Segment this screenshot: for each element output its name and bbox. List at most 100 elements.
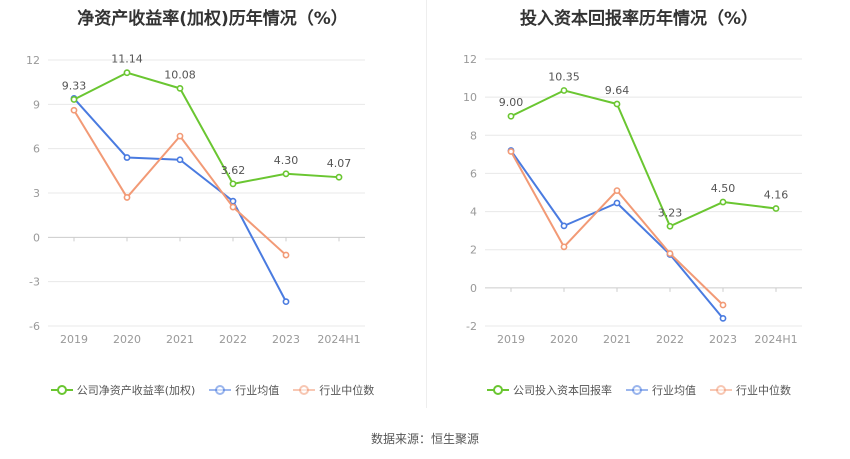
x-tick-label: 2023 xyxy=(272,333,300,346)
legend-item-company[interactable]: 公司投入资本回报率 xyxy=(487,382,612,398)
roe-plot-area: 12 9 6 3 0 -3 -6 2019 2020 2021 2022 2023 2024H1 9.33… xyxy=(26,53,365,346)
median-point xyxy=(666,250,674,257)
legend-average-line-icon xyxy=(209,384,232,396)
legend-company-line-icon xyxy=(50,384,73,396)
roic-chart: 投入资本回报率历年情况（%） 12 10 8 6 4 2 0 -2 2019 2020 2021 20… xyxy=(428,0,850,410)
y-tick-label: 0 xyxy=(33,231,40,244)
legend-median-line-icon xyxy=(710,384,732,396)
panel-divider xyxy=(426,0,427,408)
average-series-line xyxy=(510,149,724,320)
roic-plot-area: 12 10 8 6 4 2 0 -2 2019 2020 2021 2022 2023 2024H1 9.0… xyxy=(463,53,802,346)
median-point xyxy=(613,187,621,194)
x-tick-label: 2021 xyxy=(603,333,631,346)
x-tick-label: 2022 xyxy=(656,333,684,346)
average-point xyxy=(719,314,727,322)
median-point xyxy=(507,148,515,155)
average-point xyxy=(176,156,184,164)
legend-average-label: 行业均值 xyxy=(652,384,696,397)
average-point xyxy=(613,199,621,207)
data-label: 10.08 xyxy=(164,68,196,81)
legend-item-median[interactable]: 行业中位数 xyxy=(710,382,791,398)
x-tick-label: 2022 xyxy=(219,333,247,346)
legend-item-median[interactable]: 行业中位数 xyxy=(293,382,374,398)
company-point xyxy=(282,170,290,178)
x-tick-label: 2024H1 xyxy=(754,333,797,346)
x-tick-label: 2020 xyxy=(550,333,578,346)
legend: 公司投入资本回报率 行业均值 行业中位数 xyxy=(428,382,850,398)
median-point xyxy=(123,194,131,201)
company-point xyxy=(560,87,568,94)
data-label: 10.35 xyxy=(548,70,580,83)
y-tick-label: 6 xyxy=(470,167,477,180)
y-tick-label: 4 xyxy=(470,206,477,219)
y-tick-label: 3 xyxy=(33,187,40,200)
legend-item-average[interactable]: 行业均值 xyxy=(209,382,279,398)
legend-company-line-icon xyxy=(487,384,509,396)
y-tick-label: -2 xyxy=(466,320,477,333)
data-label: 9.33 xyxy=(62,79,87,92)
x-tick-label: 2021 xyxy=(166,333,194,346)
average-point xyxy=(282,298,290,306)
legend-company-label: 公司净资产收益率(加权) xyxy=(76,384,196,397)
y-tick-label: 12 xyxy=(26,54,40,67)
data-label: 4.50 xyxy=(711,182,736,195)
median-series-line xyxy=(73,109,287,256)
y-tick-label: 8 xyxy=(470,129,477,142)
data-label: 4.07 xyxy=(327,157,352,170)
legend-average-line-icon xyxy=(626,384,648,396)
data-label: 4.16 xyxy=(764,189,789,202)
x-tick-label: 2023 xyxy=(709,333,737,346)
median-point xyxy=(70,106,78,114)
y-tick-label: 6 xyxy=(33,143,40,156)
x-tick-label: 2020 xyxy=(113,333,141,346)
legend: 公司净资产收益率(加权) 行业均值 行业中位数 xyxy=(0,382,425,398)
data-label: 4.30 xyxy=(274,154,299,167)
y-tick-label: 0 xyxy=(470,282,477,295)
chart-title: 净资产收益率(加权)历年情况（%） xyxy=(77,9,348,29)
y-tick-label: 10 xyxy=(463,91,477,104)
average-point xyxy=(123,154,131,161)
company-point xyxy=(772,205,780,212)
company-point xyxy=(666,222,674,230)
median-series-line xyxy=(510,151,724,306)
average-point xyxy=(560,222,568,230)
legend-item-average[interactable]: 行业均值 xyxy=(626,382,696,398)
median-point xyxy=(229,203,237,211)
data-label: 9.64 xyxy=(605,84,630,97)
company-point xyxy=(719,198,727,206)
company-point xyxy=(123,69,131,77)
y-tick-label: 12 xyxy=(463,53,477,66)
y-tick-label: -3 xyxy=(29,276,40,289)
roe-chart: 净资产收益率(加权)历年情况（%） 12 9 6 3 0 -3 -6 2019 2020 2021… xyxy=(0,0,425,410)
company-series-line xyxy=(510,89,777,228)
data-label: 9.00 xyxy=(499,96,524,109)
y-tick-label: 2 xyxy=(470,244,477,257)
data-label: 3.23 xyxy=(658,206,683,219)
chart-title: 投入资本回报率历年情况（%） xyxy=(519,9,759,29)
company-point xyxy=(70,96,78,103)
data-label: 11.14 xyxy=(111,53,143,66)
median-point xyxy=(282,251,290,259)
company-point xyxy=(335,173,343,181)
company-point xyxy=(176,84,184,92)
median-point xyxy=(560,243,568,251)
x-tick-label: 2019 xyxy=(497,333,525,346)
average-series-line xyxy=(73,97,287,303)
company-series-line xyxy=(73,71,340,185)
legend-average-label: 行业均值 xyxy=(235,384,280,397)
data-label: 3.62 xyxy=(221,164,246,177)
data-source: 数据来源：恒生聚源 xyxy=(370,432,479,446)
legend-median-label: 行业中位数 xyxy=(319,384,375,397)
legend-company-label: 公司投入资本回报率 xyxy=(513,384,612,397)
legend-item-company[interactable]: 公司净资产收益率(加权) xyxy=(50,382,196,398)
x-tick-label: 2019 xyxy=(60,333,88,346)
company-point xyxy=(613,100,621,108)
company-point xyxy=(507,112,515,120)
median-point xyxy=(719,301,727,309)
x-tick-label: 2024H1 xyxy=(317,333,360,346)
y-tick-label: 9 xyxy=(33,98,40,111)
y-tick-label: -6 xyxy=(29,320,40,333)
company-point xyxy=(229,180,237,188)
legend-median-line-icon xyxy=(293,384,316,396)
